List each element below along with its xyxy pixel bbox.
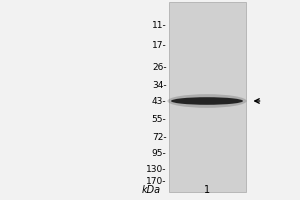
Text: 17-: 17- (152, 40, 167, 49)
Bar (169, 2, 246, 192)
Text: kDa: kDa (141, 185, 160, 195)
Text: 1: 1 (204, 185, 210, 195)
Text: 11-: 11- (152, 21, 167, 29)
Text: 130-: 130- (146, 164, 166, 173)
Text: 72-: 72- (152, 132, 167, 142)
Ellipse shape (167, 94, 247, 108)
Text: 55-: 55- (152, 114, 167, 123)
Ellipse shape (171, 97, 243, 105)
Text: 43-: 43- (152, 97, 167, 106)
Text: 26-: 26- (152, 62, 167, 72)
Text: 95-: 95- (152, 148, 167, 158)
Text: 34-: 34- (152, 81, 167, 90)
Text: 170-: 170- (146, 178, 166, 186)
